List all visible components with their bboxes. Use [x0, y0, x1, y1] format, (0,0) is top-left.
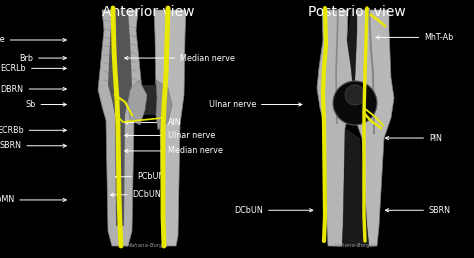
Text: SBRN: SBRN — [0, 141, 66, 150]
Polygon shape — [342, 128, 369, 246]
Text: Mahana-Borger: Mahana-Borger — [334, 243, 376, 248]
Text: DCbUN: DCbUN — [234, 206, 313, 215]
Text: Radial nerve: Radial nerve — [0, 36, 66, 44]
Polygon shape — [154, 10, 186, 246]
Text: MhT-Ab: MhT-Ab — [376, 33, 454, 42]
Text: ECRLb: ECRLb — [0, 64, 66, 73]
Polygon shape — [128, 80, 147, 125]
Circle shape — [345, 85, 365, 105]
Text: AIN: AIN — [125, 118, 182, 127]
Text: Mahana-Borger: Mahana-Borger — [127, 243, 169, 248]
Text: PIN: PIN — [385, 134, 442, 142]
Text: DCbUN: DCbUN — [110, 190, 162, 199]
Polygon shape — [317, 10, 353, 246]
Text: Median nerve: Median nerve — [125, 54, 235, 62]
Polygon shape — [352, 10, 394, 246]
Text: Anterior view: Anterior view — [102, 5, 194, 19]
Text: Sb: Sb — [25, 100, 66, 109]
Polygon shape — [156, 80, 172, 130]
Text: Ulnar nerve: Ulnar nerve — [209, 100, 302, 109]
Circle shape — [333, 81, 377, 125]
Text: PCbUN: PCbUN — [115, 172, 165, 181]
Text: ECRBb: ECRBb — [0, 126, 66, 135]
Text: PCbMN: PCbMN — [0, 196, 66, 204]
Polygon shape — [98, 10, 142, 246]
Polygon shape — [134, 85, 158, 115]
Text: DBRN: DBRN — [0, 85, 66, 93]
Polygon shape — [347, 10, 357, 93]
Text: Brb: Brb — [19, 54, 66, 62]
Text: SBRN: SBRN — [385, 206, 451, 215]
Polygon shape — [108, 10, 132, 226]
Text: Ulnar nerve: Ulnar nerve — [125, 131, 216, 140]
Text: Posterior view: Posterior view — [308, 5, 406, 19]
Text: Median nerve: Median nerve — [125, 147, 223, 155]
